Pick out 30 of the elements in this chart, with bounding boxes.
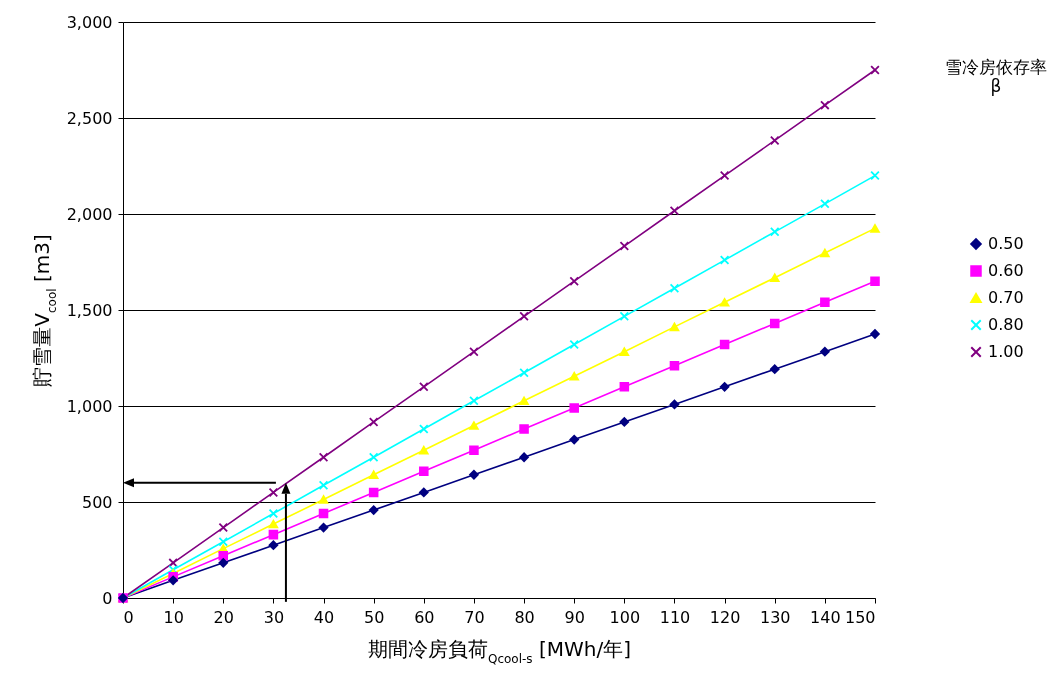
legend-label: 0.50 bbox=[988, 234, 1024, 253]
y-tick-label: 1,500 bbox=[66, 300, 113, 320]
x-tick-label: 50 bbox=[363, 607, 385, 627]
x-tick-label: 150 bbox=[844, 607, 876, 627]
y-tick-label: 0 bbox=[102, 588, 113, 608]
x-axis-title: 期間冷房負荷$_{Qcool-s}$ [MWh/年] bbox=[367, 636, 632, 666]
x-tick-label: 130 bbox=[759, 607, 791, 627]
x-tick-label: 140 bbox=[810, 607, 841, 627]
x-tick-label: 20 bbox=[213, 607, 234, 627]
legend-label: 0.80 bbox=[988, 315, 1024, 334]
y-tick-label: 1,000 bbox=[66, 396, 113, 416]
x-tick-label: 80 bbox=[514, 607, 535, 627]
y-tick-label: 2,500 bbox=[66, 108, 113, 128]
legend-label: 1.00 bbox=[988, 342, 1024, 361]
x-tick-label: 90 bbox=[564, 607, 585, 627]
legend-title: 雪冷房依存率 β bbox=[945, 57, 1047, 96]
x-tick-label: 70 bbox=[464, 607, 485, 627]
x-tick-label: 120 bbox=[709, 607, 741, 627]
x-tick-label: 100 bbox=[609, 607, 641, 627]
y-tick-label: 500 bbox=[81, 492, 113, 512]
x-tick-label: 30 bbox=[263, 607, 285, 627]
x-tick-label: 10 bbox=[163, 607, 184, 627]
legend-label: 0.60 bbox=[988, 261, 1024, 280]
x-tick-label: 0 bbox=[123, 607, 134, 627]
x-tick-label: 110 bbox=[659, 607, 691, 627]
y-tick-label: 2,000 bbox=[66, 204, 113, 224]
y-tick-label: 3,000 bbox=[66, 12, 113, 32]
x-tick-label: 40 bbox=[313, 607, 335, 627]
x-tick-label: 60 bbox=[414, 607, 435, 627]
legend-label: 0.70 bbox=[988, 288, 1024, 307]
